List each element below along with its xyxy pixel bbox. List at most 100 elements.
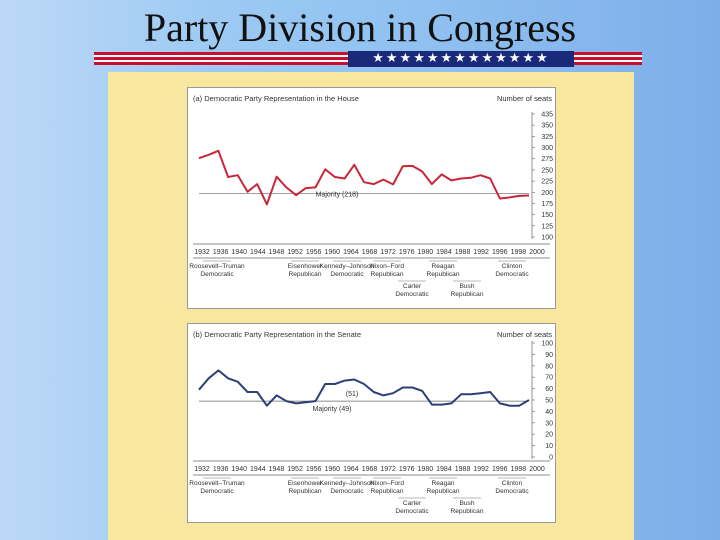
x-tick-label: 1998: [511, 466, 527, 473]
era-label: Nixon–Ford: [370, 263, 404, 270]
y-axis-label: Number of seats: [497, 94, 552, 103]
x-tick-label: 1968: [362, 466, 378, 473]
era-label: Eisenhower: [288, 480, 323, 487]
y-axis-label: Number of seats: [497, 330, 552, 339]
y-tick-label: 90: [545, 352, 553, 359]
x-tick-label: 1976: [399, 249, 415, 256]
y-tick-label: 70: [545, 375, 553, 382]
x-tick-label: 1992: [473, 249, 489, 256]
era-party: Democratic: [200, 488, 234, 495]
y-tick-label: 225: [541, 179, 553, 186]
x-tick-label: 1936: [213, 249, 229, 256]
x-tick-label: 1940: [231, 249, 247, 256]
x-tick-label: 1972: [380, 466, 396, 473]
y-tick-label: 100: [541, 341, 553, 348]
x-tick-label: 1972: [380, 249, 396, 256]
senate-chart: (b) Democratic Party Representation in t…: [187, 323, 556, 523]
chart-title: (b) Democratic Party Representation in t…: [193, 330, 361, 339]
star-field-icon: ★★★★★★★★★★★★★: [348, 51, 574, 67]
x-tick-label: 1960: [324, 249, 340, 256]
chart-frame: [187, 87, 556, 309]
y-tick-label: 325: [541, 134, 553, 141]
chart-frame: [187, 323, 556, 523]
y-tick-label: 50: [545, 398, 553, 405]
x-tick-label: 1936: [213, 466, 229, 473]
x-tick-label: 1940: [231, 466, 247, 473]
era-label: Eisenhower: [288, 263, 323, 270]
x-tick-label: 1996: [492, 466, 508, 473]
x-tick-label: 1932: [194, 466, 210, 473]
y-tick-label: 0: [549, 455, 553, 462]
x-tick-label: 1932: [194, 249, 210, 256]
x-tick-label: 2000: [529, 249, 545, 256]
y-tick-label: 300: [541, 145, 553, 152]
x-tick-label: 1984: [436, 249, 452, 256]
era-label: Bush: [459, 283, 474, 290]
y-tick-label: 435: [541, 112, 553, 119]
era-party: Republican: [451, 291, 484, 298]
x-tick-label: 1960: [324, 466, 340, 473]
y-tick-label: 60: [545, 386, 553, 393]
y-tick-label: 10: [545, 443, 553, 450]
x-tick-label: 1952: [287, 249, 303, 256]
x-tick-label: 1988: [455, 466, 471, 473]
y-tick-label: 40: [545, 409, 553, 416]
x-tick-label: 1976: [399, 466, 415, 473]
majority-label: Majority (49): [313, 406, 352, 413]
x-tick-label: 1964: [343, 466, 359, 473]
era-label: Kennedy–Johnson: [320, 263, 375, 270]
y-tick-label: 80: [545, 363, 553, 370]
series-line: [198, 149, 530, 206]
x-tick-label: 1980: [418, 466, 434, 473]
era-party: Democratic: [395, 291, 429, 298]
y-tick-label: 100: [541, 235, 553, 242]
era-label: Reagan: [431, 263, 454, 270]
y-tick-label: 350: [541, 123, 553, 130]
x-tick-label: 1956: [306, 466, 322, 473]
chart-title: (a) Democratic Party Representation in t…: [193, 94, 359, 103]
era-party: Democratic: [495, 488, 529, 495]
era-party: Democratic: [495, 271, 529, 278]
era-label: Carter: [403, 283, 422, 290]
y-tick-label: 175: [541, 201, 553, 208]
series-line: [198, 369, 530, 407]
era-party: Democratic: [200, 271, 234, 278]
x-tick-label: 1952: [287, 466, 303, 473]
x-tick-label: 1984: [436, 466, 452, 473]
house-chart: (a) Democratic Party Representation in t…: [187, 87, 556, 309]
y-tick-label: 200: [541, 190, 553, 197]
majority-label: Majority (218): [316, 191, 359, 198]
x-tick-label: 1948: [269, 249, 285, 256]
x-tick-label: 1980: [418, 249, 434, 256]
era-party: Republican: [289, 271, 322, 278]
era-label: Kennedy–Johnson: [320, 480, 375, 487]
x-tick-label: 1956: [306, 249, 322, 256]
era-party: Democratic: [395, 508, 429, 515]
y-tick-label: 30: [545, 420, 553, 427]
x-tick-label: 1988: [455, 249, 471, 256]
era-party: Republican: [427, 488, 460, 495]
era-label: Roosevelt–Truman: [189, 263, 245, 270]
era-party: Democratic: [330, 271, 364, 278]
x-tick-label: 1968: [362, 249, 378, 256]
y-tick-label: 275: [541, 156, 553, 163]
era-party: Republican: [371, 488, 404, 495]
era-label: Bush: [459, 500, 474, 507]
x-tick-label: 1964: [343, 249, 359, 256]
x-tick-label: 1992: [473, 466, 489, 473]
flag-divider: ★★★★★★★★★★★★★: [94, 51, 642, 68]
x-tick-label: 1996: [492, 249, 508, 256]
era-label: Reagan: [431, 480, 454, 487]
x-tick-label: 1944: [250, 249, 266, 256]
era-party: Republican: [451, 508, 484, 515]
x-tick-label: 2000: [529, 466, 545, 473]
era-label: Carter: [403, 500, 422, 507]
era-label: Nixon–Ford: [370, 480, 404, 487]
era-label: Clinton: [502, 480, 523, 487]
era-label: Clinton: [502, 263, 523, 270]
x-tick-label: 1998: [511, 249, 527, 256]
y-tick-label: 250: [541, 167, 553, 174]
x-tick-label: 1948: [269, 466, 285, 473]
era-party: Republican: [289, 488, 322, 495]
threshold-label: (51): [346, 391, 358, 398]
